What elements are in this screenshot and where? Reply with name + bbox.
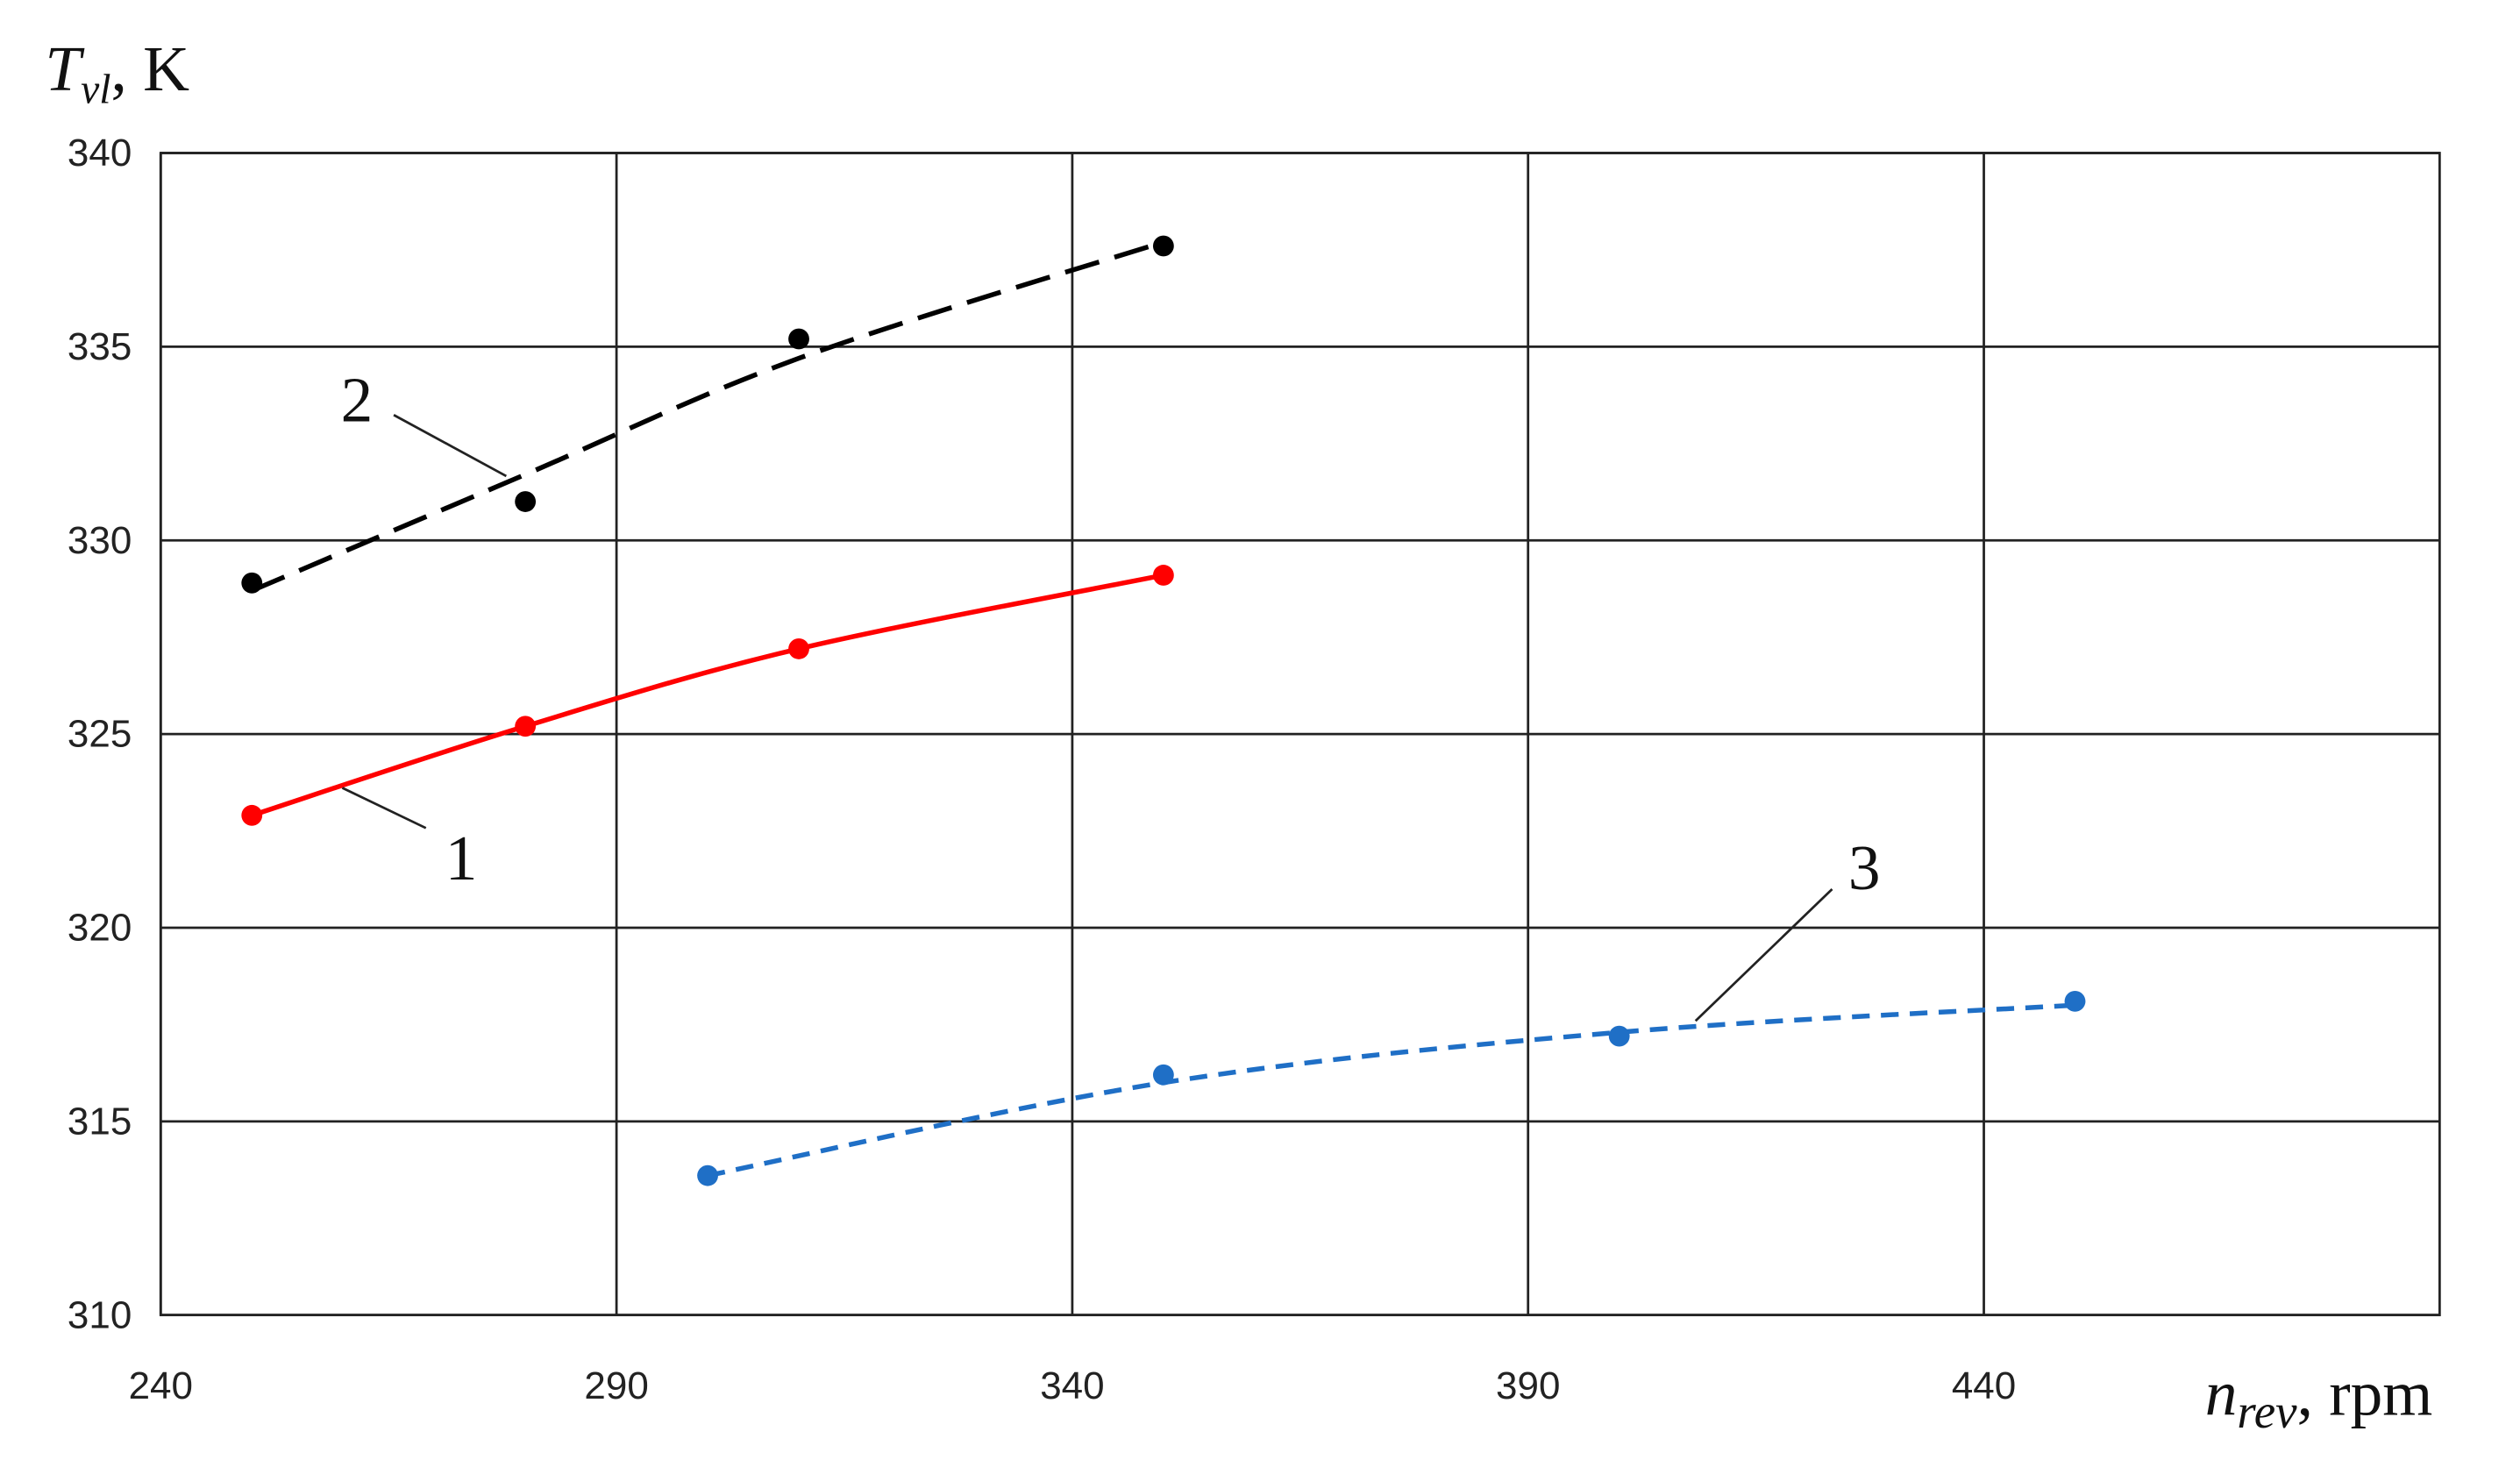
data-point bbox=[697, 1164, 718, 1186]
y-tick-label: 315 bbox=[68, 1100, 132, 1143]
x-tick-label: 240 bbox=[129, 1364, 193, 1407]
x-axis-title: nrev, rpm bbox=[2205, 1357, 2433, 1438]
y-tick-label: 335 bbox=[68, 325, 132, 368]
y-tick-label: 340 bbox=[68, 132, 132, 174]
data-point bbox=[788, 328, 809, 350]
trend-line bbox=[251, 239, 1164, 594]
y-tick-label: 325 bbox=[68, 713, 132, 756]
y-label-sub: vl bbox=[81, 68, 110, 113]
curve-label: 3 bbox=[1848, 832, 1881, 903]
y-axis-title: Tvl, K bbox=[45, 33, 189, 113]
trend-line bbox=[707, 1002, 2075, 1179]
data-point bbox=[1608, 1025, 1630, 1047]
curve-label: 2 bbox=[341, 365, 374, 436]
x-label-sub: rev bbox=[2237, 1385, 2297, 1438]
leader-line bbox=[1694, 887, 1833, 1022]
y-label-main: T bbox=[45, 33, 85, 104]
data-point bbox=[1152, 1064, 1174, 1086]
x-tick-label: 340 bbox=[1040, 1364, 1104, 1407]
data-point bbox=[515, 491, 537, 512]
y-tick-label: 320 bbox=[68, 907, 132, 950]
x-tick-label: 290 bbox=[584, 1364, 648, 1407]
leader-line bbox=[393, 414, 508, 478]
leader-line bbox=[341, 787, 427, 830]
x-label-main: n bbox=[2205, 1357, 2238, 1428]
data-point bbox=[1152, 565, 1174, 586]
data-point bbox=[241, 572, 263, 594]
curve-label: 1 bbox=[445, 823, 478, 894]
data-point bbox=[788, 637, 809, 659]
y-tick-label: 310 bbox=[68, 1293, 132, 1336]
data-point bbox=[2064, 990, 2086, 1012]
x-label-rest: , rpm bbox=[2297, 1357, 2433, 1428]
trend-line bbox=[251, 573, 1164, 818]
x-tick-label: 390 bbox=[1496, 1364, 1560, 1407]
y-label-rest: , K bbox=[110, 33, 189, 104]
data-point bbox=[241, 804, 263, 826]
y-tick-label: 330 bbox=[68, 519, 132, 562]
data-point bbox=[1152, 235, 1174, 257]
data-point bbox=[515, 716, 537, 737]
x-tick-label: 440 bbox=[1952, 1364, 2016, 1407]
